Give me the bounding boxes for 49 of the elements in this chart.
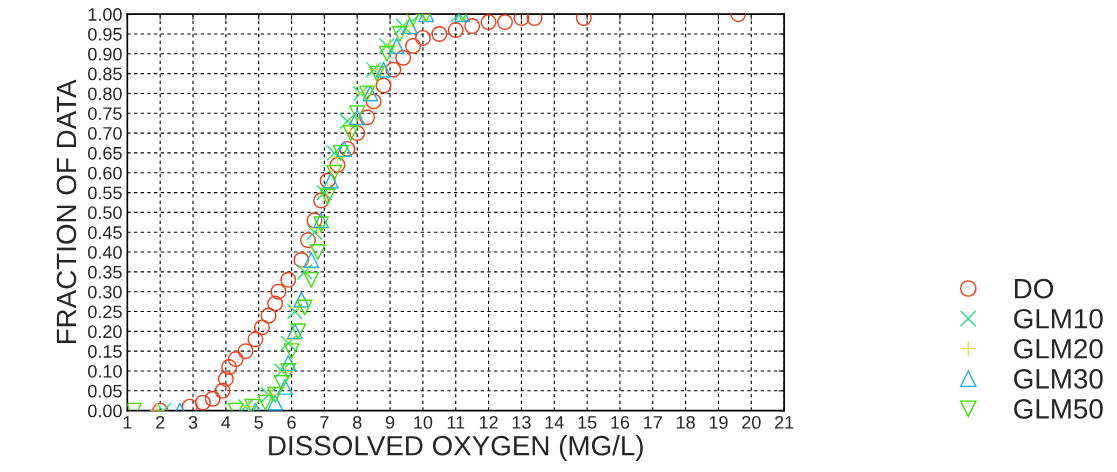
legend-label: DO: [1014, 278, 1054, 299]
y-tick-label: 0.00: [88, 404, 122, 418]
x-tick-label: 11: [447, 416, 465, 429]
x-tick-label: 3: [188, 415, 198, 429]
y-tick-label: 0.10: [88, 364, 122, 378]
y-tick-label: 0.55: [88, 186, 122, 200]
x-tick-label: 8: [352, 415, 362, 429]
y-tick-label: 0.40: [88, 245, 122, 259]
x-tick-label: 18: [676, 415, 695, 429]
x-axis-title: DISSOLVED OXYGEN (MG/L): [269, 435, 643, 461]
y-tick-label: 0.50: [88, 206, 122, 220]
x-tick-label: 2: [156, 415, 165, 429]
y-tick-label: 0.75: [88, 107, 122, 120]
y-tick-label: 0.35: [88, 265, 122, 279]
y-tick-label: 0.70: [88, 127, 122, 140]
y-tick-label: 0.65: [88, 146, 122, 160]
x-tick-label: 5: [254, 416, 263, 429]
x-tick-label: 14: [545, 416, 564, 429]
x-tick-label: 10: [414, 415, 433, 429]
y-tick-label: 0.60: [88, 166, 122, 180]
x-tick-label: 6: [287, 415, 296, 429]
legend-label: GLM50: [1014, 399, 1103, 419]
y-tick-label: 1.00: [88, 8, 122, 21]
legend-label: GLM30: [1014, 369, 1103, 389]
x-tick-label: 13: [512, 415, 531, 429]
x-tick-label: 21: [775, 415, 794, 429]
y-tick-label: 0.05: [88, 384, 122, 398]
y-tick-label: 0.45: [88, 226, 122, 239]
x-tick-label: 12: [479, 415, 498, 429]
x-tick-label: 16: [611, 415, 630, 429]
legend-label: GLM20: [1014, 338, 1103, 359]
y-tick-label: 0.20: [88, 325, 122, 339]
y-tick-label: 0.80: [88, 87, 122, 101]
x-tick-label: 4: [221, 416, 231, 429]
y-tick-label: 0.85: [88, 67, 122, 81]
y-axis-title: FRACTION OF DATA: [56, 79, 77, 344]
y-tick-label: 0.15: [88, 345, 122, 358]
x-tick-label: 17: [644, 416, 662, 429]
y-tick-label: 0.90: [88, 47, 122, 61]
x-tick-label: 19: [709, 415, 728, 429]
y-tick-label: 0.30: [88, 285, 122, 299]
legend-label: GLM10: [1014, 308, 1103, 329]
x-tick-label: 20: [742, 415, 761, 429]
x-tick-label: 15: [578, 416, 597, 429]
x-tick-label: 9: [385, 415, 395, 429]
x-tick-label: 1: [123, 416, 132, 429]
y-tick-label: 0.25: [88, 305, 122, 319]
y-tick-label: 0.95: [88, 27, 122, 41]
x-tick-label: 7: [320, 416, 329, 429]
